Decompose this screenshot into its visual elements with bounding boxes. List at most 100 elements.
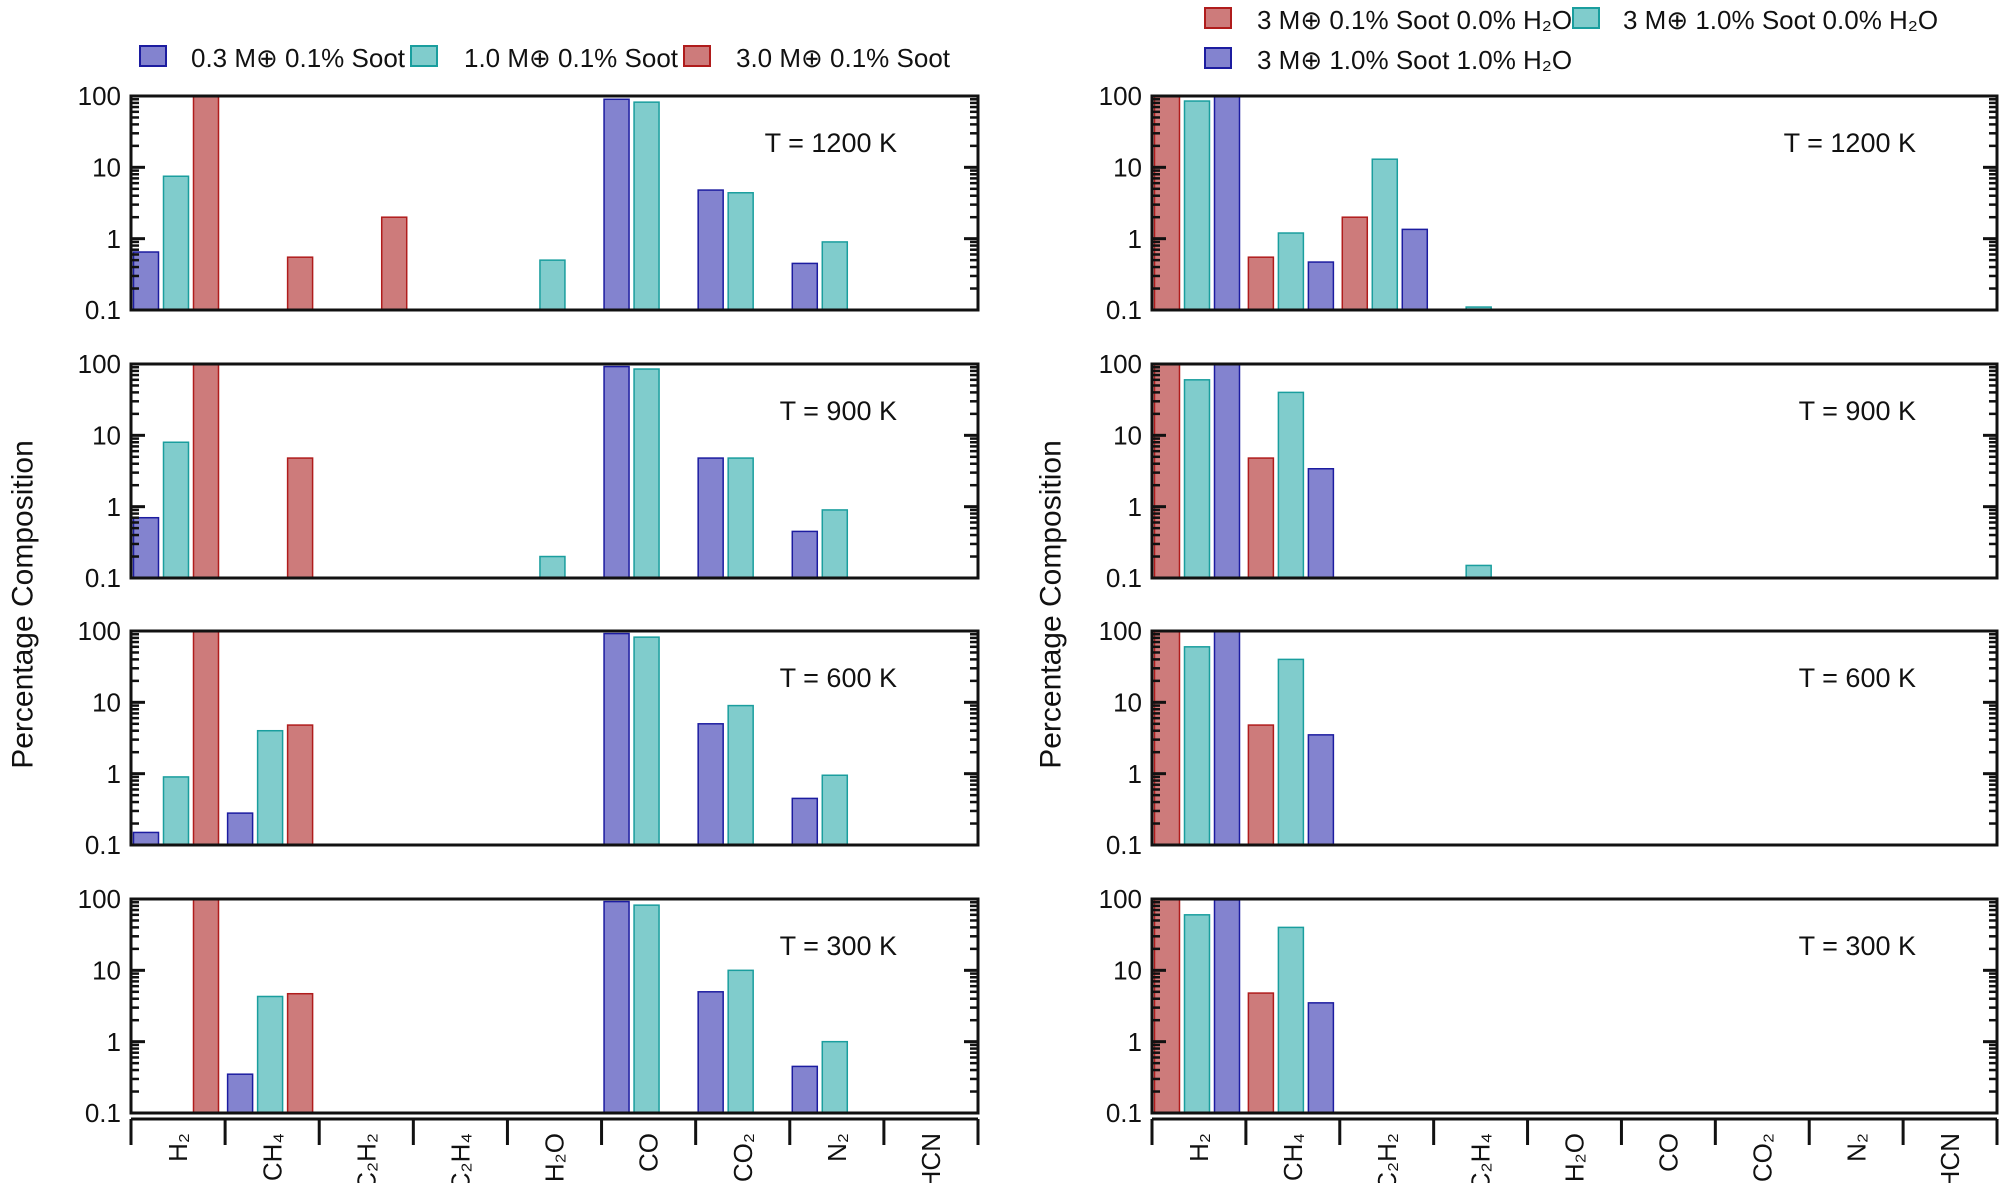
temperature-label: T = 600 K bbox=[1799, 663, 1916, 693]
bar bbox=[1213, 630, 1241, 846]
panel-1200K: 0.1 1 10 100 T = 1200 K bbox=[1099, 81, 1999, 325]
legend-label: 3 M⊕ 0.1% Soot 0.0% H₂O bbox=[1257, 5, 1572, 35]
legend-label: 3 M⊕ 1.0% Soot 0.0% H₂O bbox=[1623, 5, 1938, 35]
x-tick-label: N₂ bbox=[822, 1133, 852, 1162]
bar bbox=[633, 368, 660, 579]
legend: 0.3 M⊕ 0.1% Soot 1.0 M⊕ 0.1% Soot 3.0 M⊕ 0… bbox=[139, 43, 951, 73]
bar bbox=[192, 363, 220, 579]
bar bbox=[539, 259, 566, 311]
plot-frame bbox=[1150, 629, 1999, 847]
y-axis-title: Percentage Composition bbox=[1035, 440, 1068, 769]
bar bbox=[791, 262, 819, 311]
x-tick-label: C₂H₄ bbox=[445, 1133, 475, 1183]
bar bbox=[821, 241, 849, 311]
y-tick-label: 100 bbox=[1099, 616, 1142, 646]
bar bbox=[697, 189, 724, 311]
y-axis-title: Percentage Composition bbox=[7, 440, 40, 769]
x-tick-label: C₂H₂ bbox=[351, 1133, 381, 1183]
panel-1200K: 0.1 1 10 100 T = 1200 K bbox=[78, 81, 980, 325]
x-tick-label: C₂H₄ bbox=[1466, 1133, 1496, 1183]
x-tick-label: CO bbox=[1653, 1133, 1683, 1172]
y-tick-label: 0.1 bbox=[85, 295, 121, 325]
bar bbox=[1465, 564, 1492, 579]
bar bbox=[1277, 658, 1305, 846]
bar bbox=[1307, 1002, 1335, 1114]
bar bbox=[256, 729, 284, 846]
x-tick-label: CO bbox=[634, 1133, 664, 1172]
bar bbox=[727, 457, 754, 579]
plot-frame bbox=[129, 897, 980, 1115]
bar bbox=[633, 101, 660, 311]
y-tick-label: 0.1 bbox=[85, 1098, 121, 1128]
bar bbox=[162, 776, 190, 846]
bar bbox=[256, 995, 284, 1114]
legend-label: 3.0 M⊕ 0.1% Soot bbox=[736, 43, 951, 73]
bar bbox=[1307, 468, 1335, 579]
x-tick-label: CH₄ bbox=[1278, 1133, 1308, 1181]
bar bbox=[286, 992, 314, 1114]
bar bbox=[1183, 379, 1211, 579]
y-tick-label: 100 bbox=[1099, 349, 1142, 379]
x-axis: H₂ CH₄ C₂H₂ C₂H₄ H₂O CO CO₂ N₂ HCN bbox=[129, 1117, 980, 1183]
y-tick-label: 100 bbox=[78, 884, 121, 914]
y-tick-label: 1 bbox=[1128, 492, 1142, 522]
panel-300K: 0.1 1 10 100 T = 300 K bbox=[78, 884, 980, 1128]
bar bbox=[286, 724, 314, 846]
x-tick-label: HCN bbox=[1935, 1133, 1965, 1183]
y-tick-label: 0.1 bbox=[85, 563, 121, 593]
y-tick-label: 10 bbox=[92, 687, 121, 717]
plot-frame bbox=[129, 362, 980, 580]
plot-frame bbox=[1150, 362, 1999, 580]
bar bbox=[791, 1065, 819, 1114]
y-tick-label: 0.1 bbox=[1106, 830, 1142, 860]
legend-swatch-red bbox=[1204, 7, 1232, 29]
bar bbox=[791, 530, 819, 579]
x-tick-label: CO₂ bbox=[728, 1133, 758, 1182]
y-tick-label: 10 bbox=[1113, 420, 1142, 450]
y-tick-label: 10 bbox=[1113, 152, 1142, 182]
bar bbox=[192, 95, 220, 311]
x-tick-label: H₂ bbox=[163, 1133, 193, 1162]
bar bbox=[603, 365, 630, 579]
bar bbox=[1247, 457, 1275, 579]
bar bbox=[1277, 232, 1305, 311]
y-tick-label: 10 bbox=[1113, 955, 1142, 985]
temperature-label: T = 1200 K bbox=[1784, 128, 1916, 158]
bar bbox=[539, 555, 566, 579]
bar bbox=[286, 256, 314, 311]
y-tick-label: 100 bbox=[1099, 81, 1142, 111]
temperature-label: T = 600 K bbox=[780, 663, 897, 693]
x-tick-label: HCN bbox=[916, 1133, 946, 1183]
y-tick-label: 10 bbox=[92, 955, 121, 985]
bar bbox=[697, 991, 724, 1114]
legend-swatch-blue bbox=[1204, 47, 1232, 69]
temperature-label: T = 900 K bbox=[1799, 396, 1916, 426]
plot-frame bbox=[1150, 897, 1999, 1115]
bar bbox=[727, 969, 754, 1114]
bar bbox=[1213, 899, 1241, 1114]
x-tick-label: CO₂ bbox=[1747, 1133, 1777, 1182]
panel-300K: 0.1 1 10 100 T = 300 K bbox=[1099, 884, 1999, 1128]
bar bbox=[1307, 734, 1335, 846]
plot-frame bbox=[129, 94, 980, 312]
y-tick-label: 1 bbox=[107, 224, 121, 254]
bar bbox=[1183, 100, 1211, 311]
legend-label: 1.0 M⊕ 0.1% Soot bbox=[464, 43, 679, 73]
panel-600K: 0.1 1 10 100 T = 600 K bbox=[78, 616, 980, 860]
legend-swatch-red bbox=[683, 45, 711, 67]
bar bbox=[1277, 926, 1305, 1114]
bar bbox=[1277, 391, 1305, 579]
bar bbox=[162, 175, 190, 311]
bar bbox=[226, 812, 254, 846]
bar bbox=[603, 900, 630, 1114]
bar bbox=[821, 1040, 849, 1114]
bar bbox=[697, 723, 724, 846]
bar bbox=[132, 831, 160, 846]
y-tick-label: 0.1 bbox=[85, 830, 121, 860]
bar bbox=[603, 98, 630, 311]
y-tick-label: 100 bbox=[78, 616, 121, 646]
temperature-label: T = 900 K bbox=[780, 396, 897, 426]
bar bbox=[1247, 992, 1275, 1114]
bar bbox=[1153, 95, 1181, 311]
